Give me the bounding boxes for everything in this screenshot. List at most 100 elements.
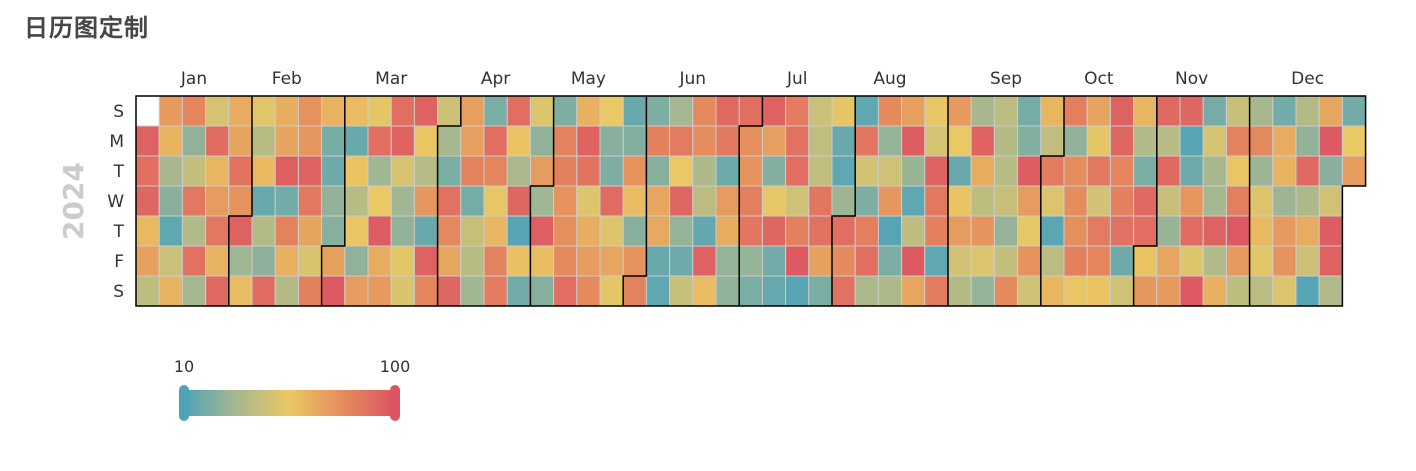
day-cell[interactable] — [158, 245, 183, 277]
day-cell[interactable] — [460, 155, 485, 187]
day-cell[interactable] — [1133, 155, 1158, 187]
day-cell[interactable] — [947, 95, 972, 127]
day-cell[interactable] — [553, 95, 578, 127]
day-cell[interactable] — [924, 155, 949, 187]
day-cell[interactable] — [854, 155, 879, 187]
day-cell[interactable] — [993, 215, 1019, 247]
day-cell[interactable] — [390, 215, 415, 247]
day-cell[interactable] — [1086, 95, 1111, 127]
day-cell[interactable] — [344, 95, 369, 127]
day-cell[interactable] — [877, 185, 903, 217]
day-cell[interactable] — [413, 95, 439, 127]
day-cell[interactable] — [344, 155, 369, 187]
day-cell[interactable] — [483, 185, 508, 217]
day-cell[interactable] — [460, 185, 485, 217]
day-cell[interactable] — [483, 215, 508, 247]
day-cell[interactable] — [808, 155, 833, 187]
day-cell[interactable] — [1295, 95, 1320, 127]
day-cell[interactable] — [1341, 95, 1367, 127]
day-cell[interactable] — [390, 185, 415, 217]
day-cell[interactable] — [1156, 275, 1181, 307]
day-cell[interactable] — [1249, 125, 1274, 157]
day-cell[interactable] — [761, 155, 787, 187]
day-cell[interactable] — [901, 245, 926, 277]
day-cell[interactable] — [761, 245, 787, 277]
day-cell[interactable] — [413, 215, 439, 247]
day-cell[interactable] — [483, 125, 508, 157]
day-cell[interactable] — [761, 215, 787, 247]
day-cell[interactable] — [993, 95, 1019, 127]
day-cell[interactable] — [645, 95, 671, 127]
day-cell[interactable] — [413, 245, 439, 277]
day-cell[interactable] — [993, 155, 1019, 187]
day-cell[interactable] — [1086, 155, 1111, 187]
day-cell[interactable] — [553, 215, 578, 247]
day-cell[interactable] — [854, 95, 879, 127]
day-cell[interactable] — [576, 275, 601, 307]
day-cell[interactable] — [344, 245, 369, 277]
day-cell[interactable] — [1063, 125, 1088, 157]
day-cell[interactable] — [1225, 125, 1251, 157]
day-cell[interactable] — [1109, 125, 1135, 157]
day-cell[interactable] — [413, 275, 439, 307]
day-cell[interactable] — [599, 95, 624, 127]
day-cell[interactable] — [1202, 275, 1227, 307]
day-cell[interactable] — [483, 155, 508, 187]
day-cell[interactable] — [437, 155, 462, 187]
day-cell[interactable] — [1179, 95, 1204, 127]
day-cell[interactable] — [1272, 185, 1297, 217]
day-cell[interactable] — [877, 125, 903, 157]
day-cell[interactable] — [1225, 275, 1251, 307]
day-cell[interactable] — [1318, 155, 1343, 187]
day-cell[interactable] — [135, 155, 160, 187]
day-cell[interactable] — [669, 155, 694, 187]
day-cell[interactable] — [669, 125, 694, 157]
day-cell[interactable] — [1272, 125, 1297, 157]
day-cell[interactable] — [437, 245, 462, 277]
day-cell[interactable] — [1179, 245, 1204, 277]
day-cell[interactable] — [715, 95, 740, 127]
day-cell[interactable] — [367, 215, 392, 247]
day-cell[interactable] — [1156, 155, 1181, 187]
day-cell[interactable] — [367, 245, 392, 277]
day-cell[interactable] — [599, 185, 624, 217]
day-cell[interactable] — [1225, 245, 1251, 277]
day-cell[interactable] — [506, 275, 531, 307]
day-cell[interactable] — [738, 215, 763, 247]
day-cell[interactable] — [251, 185, 276, 217]
day-cell[interactable] — [390, 155, 415, 187]
day-cell[interactable] — [622, 245, 647, 277]
day-cell[interactable] — [576, 215, 601, 247]
day-cell[interactable] — [1272, 245, 1297, 277]
day-cell[interactable] — [460, 95, 485, 127]
day-cell[interactable] — [274, 245, 299, 277]
day-cell[interactable] — [1249, 245, 1274, 277]
day-cell[interactable] — [1109, 245, 1135, 277]
day-cell[interactable] — [344, 215, 369, 247]
day-cell[interactable] — [645, 275, 671, 307]
day-cell[interactable] — [1063, 245, 1088, 277]
day-cell[interactable] — [344, 185, 369, 217]
day-cell[interactable] — [877, 245, 903, 277]
day-cell[interactable] — [1017, 215, 1042, 247]
day-cell[interactable] — [669, 215, 694, 247]
day-cell[interactable] — [1040, 95, 1065, 127]
day-cell[interactable] — [1133, 275, 1158, 307]
day-cell[interactable] — [506, 245, 531, 277]
day-cell[interactable] — [970, 125, 995, 157]
day-cell[interactable] — [181, 125, 207, 157]
day-cell[interactable] — [251, 125, 276, 157]
day-cell[interactable] — [1109, 215, 1135, 247]
day-cell[interactable] — [901, 215, 926, 247]
day-cell[interactable] — [993, 125, 1019, 157]
day-cell[interactable] — [1017, 245, 1042, 277]
day-cell[interactable] — [970, 215, 995, 247]
day-cell[interactable] — [367, 155, 392, 187]
day-cell[interactable] — [947, 245, 972, 277]
day-cell[interactable] — [274, 275, 299, 307]
day-cell[interactable] — [1202, 125, 1227, 157]
day-cell[interactable] — [1225, 185, 1251, 217]
day-cell[interactable] — [669, 185, 694, 217]
day-cell[interactable] — [321, 95, 346, 127]
day-cell[interactable] — [970, 245, 995, 277]
